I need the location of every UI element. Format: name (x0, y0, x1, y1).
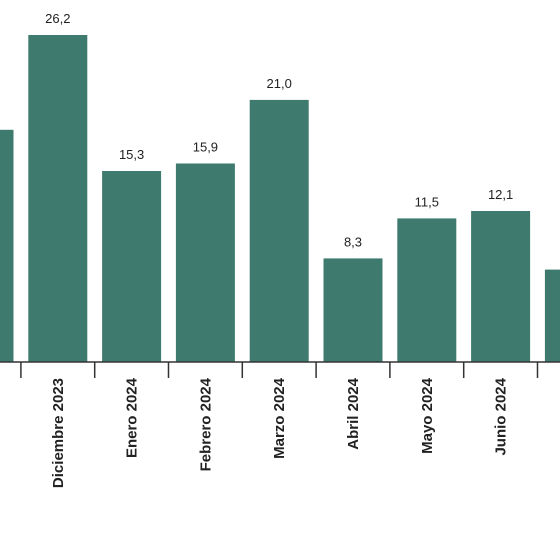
bar-enero-2024 (102, 171, 162, 362)
value-label-junio-2024: 12,1 (488, 187, 513, 202)
x-axis-ticks-group (20, 362, 539, 378)
bar-junio-2024 (471, 211, 531, 362)
category-label-marzo-2024: Marzo 2024 (271, 377, 288, 459)
bar-julio-2024 (544, 269, 560, 362)
category-label-junio-2024: Junio 2024 (493, 377, 510, 455)
category-label-diciembre-2023: Diciembre 2023 (50, 378, 67, 488)
bar-mayo-2024 (397, 218, 457, 362)
value-label-mayo-2024: 11,5 (415, 194, 439, 209)
bar-abril-2024 (323, 258, 383, 362)
bar-febrero-2024 (175, 163, 235, 362)
bar-marzo-2024 (249, 99, 309, 363)
category-label-abril-2024: Abril 2024 (345, 377, 362, 449)
value-label-diciembre-2023: 26,2 (45, 11, 70, 26)
value-label-febrero-2024: 15,9 (193, 140, 218, 155)
value-label-enero-2024: 15,3 (119, 147, 144, 162)
category-label-febrero-2024: Febrero 2024 (197, 377, 214, 471)
value-labels-group: 26,2 15,3 15,9 21,0 8,3 11,5 12,1 (45, 11, 513, 249)
category-label-mayo-2024: Mayo 2024 (419, 377, 436, 454)
value-label-abril-2024: 8,3 (344, 234, 362, 249)
bars-group (0, 35, 560, 363)
bar-diciembre-2023 (28, 35, 88, 362)
category-label-enero-2024: Enero 2024 (124, 377, 141, 458)
value-label-marzo-2024: 21,0 (267, 76, 292, 91)
bar-noviembre-2023 (0, 129, 14, 362)
